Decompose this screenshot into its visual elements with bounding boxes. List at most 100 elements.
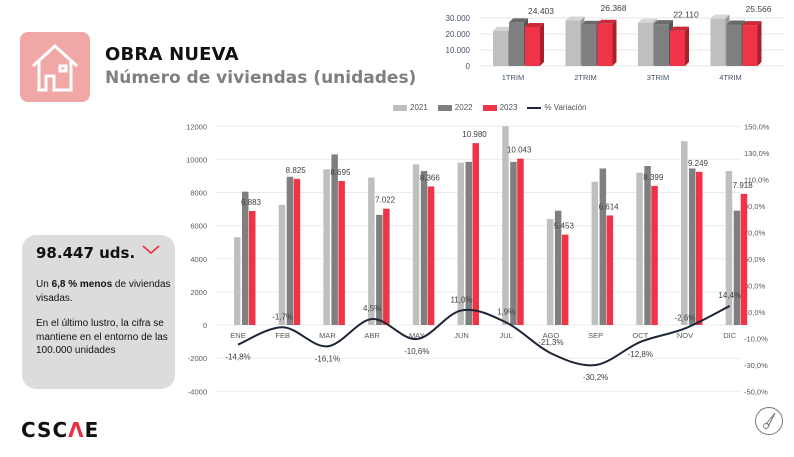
bar-side (612, 19, 617, 66)
y-right-tick-label: 10,0% (744, 308, 766, 317)
y-right-tick-label: -10,0% (744, 334, 768, 343)
quarterly-chart: 0 10.000 20.000 30.000 1TRIM 24.403 2TRIM 26.36… (446, 3, 785, 82)
bar-data-label: 8.825 (286, 166, 307, 175)
summary-card: 98.447 uds. Un 6,8 % menos de viviendas … (22, 235, 175, 389)
bar-2023 (606, 215, 614, 325)
x-tick-label: JUN (454, 331, 469, 340)
bar-2023 (742, 25, 758, 67)
line-data-label: -1,7% (272, 312, 293, 321)
y-right-tick-label: 50,0% (744, 255, 766, 264)
bar-data-label: 8.366 (420, 173, 441, 182)
bar-top (597, 19, 617, 24)
x-tick-label: OCT (632, 331, 648, 340)
compass-icon (755, 407, 783, 435)
cscae-logo: CSCΛE (21, 418, 100, 442)
data-label: 25.566 (746, 4, 772, 14)
bar-2021 (546, 219, 554, 325)
line-data-label: -12,8% (628, 350, 653, 359)
bar-2021 (457, 162, 464, 325)
y-right-tick-label: -50,0% (744, 387, 768, 396)
bar-top (654, 20, 673, 25)
summary-text-2: En el último lustro, la cifra se mantien… (36, 318, 168, 356)
y-right-tick-label: 130,0% (744, 149, 770, 158)
house-icon (31, 43, 79, 92)
chart-legend: 2021 2022 2023 % Variación (393, 103, 586, 112)
bar-2023 (338, 180, 345, 325)
y-left-tick-label: -4000 (188, 387, 207, 396)
bar-2023 (670, 30, 685, 66)
bar-2022 (509, 22, 524, 66)
bar-2023 (472, 143, 479, 325)
bar-data-label: 7.918 (733, 181, 754, 190)
line-data-label: -16,1% (315, 354, 340, 363)
bar-top (742, 21, 762, 26)
legend-2023: 2023 (482, 103, 517, 112)
summary-text-1: Un 6,8 % menos de viviendas visadas. (36, 279, 171, 304)
x-tick-label: NOV (677, 331, 693, 340)
data-label: 26.368 (601, 3, 627, 13)
y-tick-label: 0 (466, 62, 471, 71)
bar-2021 (636, 172, 643, 325)
bar-2021 (323, 169, 330, 325)
y-left-tick-label: 10000 (186, 155, 207, 164)
line-data-label: 4,5% (363, 304, 381, 313)
bar-2022 (242, 191, 249, 325)
y-left-tick-label: 4000 (190, 255, 207, 264)
bar-top (493, 26, 512, 31)
bar-2022 (654, 24, 669, 66)
line-data-label: 11,0% (450, 295, 472, 304)
y-left-tick-label: 8000 (190, 189, 207, 198)
bar-top (509, 18, 528, 23)
bar-2022 (554, 210, 562, 325)
bar-2021 (710, 18, 726, 66)
bar-data-label: 7.022 (375, 196, 396, 205)
monthly-chart: -4000 -2000 0 2000 4000 6000 8000 10000 12000 -50… (186, 122, 770, 396)
y-right-tick-label: 110,0% (744, 175, 769, 184)
bar-side (685, 26, 689, 66)
bar-data-label: 6.614 (599, 202, 620, 211)
bar-2021 (502, 126, 509, 325)
line-data-label: -2,6% (675, 313, 696, 322)
line-data-label: -14,8% (225, 353, 250, 362)
bar-2021 (368, 177, 375, 325)
x-tick-label: SEP (588, 331, 603, 340)
page-subtitle: Número de viviendas (unidades) (105, 68, 417, 88)
bar-side (757, 21, 762, 67)
bar-top (670, 26, 689, 31)
bar-2021 (278, 204, 286, 325)
line-data-label: 14,4% (718, 291, 741, 300)
bar-2023 (249, 211, 256, 325)
bar-2022 (644, 166, 651, 325)
line-data-label: 1,9% (497, 307, 515, 316)
y-tick-label: 30.000 (446, 14, 471, 23)
bar-2021 (565, 20, 581, 67)
bar-2023 (517, 158, 524, 325)
y-left-tick-label: 0 (203, 321, 207, 330)
line-data-label: -21,3% (538, 338, 563, 347)
x-tick-label: 1TRIM (502, 73, 525, 82)
y-left-tick-label: 2000 (190, 288, 207, 297)
bar-top (525, 22, 544, 27)
bar-data-label: 5.453 (554, 222, 575, 231)
y-left-tick-label: 12000 (186, 122, 207, 131)
y-right-tick-label: 150,0% (744, 122, 770, 131)
bar-top (565, 16, 585, 21)
bar-2023 (696, 171, 703, 325)
bar-2021 (725, 170, 733, 325)
x-tick-label: MAR (319, 331, 336, 340)
x-tick-label: 4TRIM (719, 73, 742, 82)
total-units: 98.447 uds. (36, 244, 136, 262)
bar-2023 (597, 23, 613, 66)
bar-data-label: 10.043 (507, 146, 532, 155)
x-tick-label: FEB (275, 331, 290, 340)
y-tick-label: 10.000 (446, 46, 471, 55)
bar-top (638, 18, 657, 23)
y-right-tick-label: 70,0% (744, 228, 766, 237)
x-tick-label: 3TRIM (647, 73, 670, 82)
x-tick-label: AGO (543, 331, 560, 340)
line-data-label: -30,2% (583, 373, 608, 382)
y-right-tick-label: 30,0% (744, 281, 766, 290)
bar-2021 (638, 22, 653, 66)
legend-2021: 2021 (393, 103, 428, 112)
bar-2023 (561, 234, 569, 325)
